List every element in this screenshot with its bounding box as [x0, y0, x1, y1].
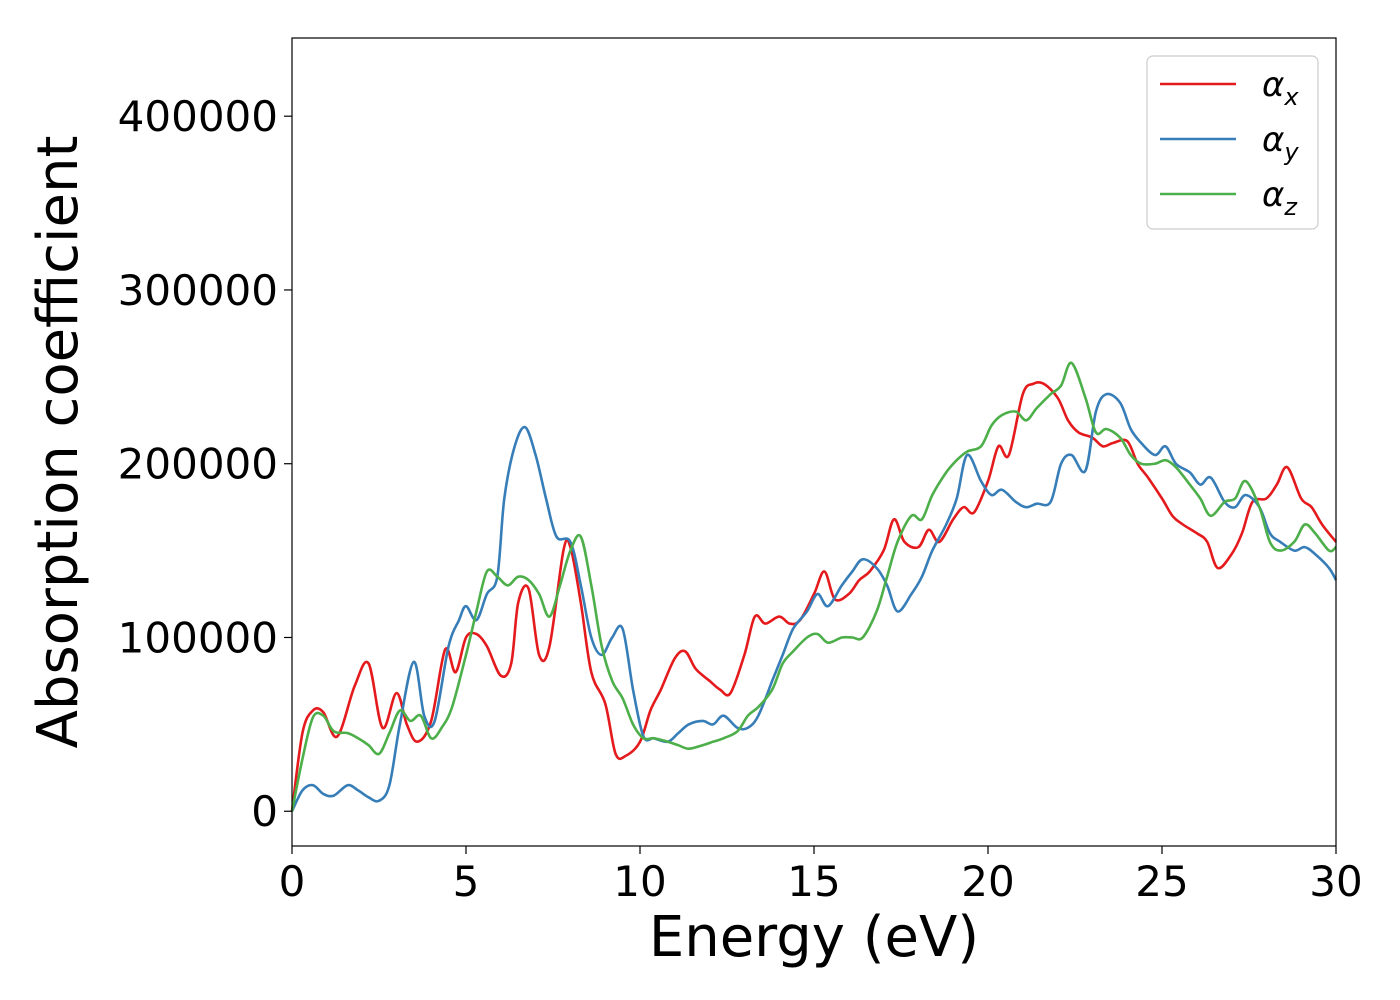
y-axis-label: Absorption coefficient — [26, 136, 91, 749]
series-layer — [290, 361, 1338, 812]
x-tick-label: 20 — [961, 857, 1014, 906]
y-tick-label: 300000 — [118, 266, 278, 315]
y-tick-label: 400000 — [118, 92, 278, 141]
x-tick-label: 5 — [453, 857, 480, 906]
legend-subscript: x — [1283, 83, 1299, 111]
x-tick-label: 30 — [1309, 857, 1362, 906]
legend-label-z: αz — [1262, 175, 1298, 221]
series-line-x — [290, 381, 1338, 812]
series-line-y — [290, 392, 1338, 812]
y-tick-label: 200000 — [118, 440, 278, 489]
x-tick-label: 0 — [279, 857, 306, 906]
x-axis: 0 5 10 15 20 25 30 — [279, 846, 1363, 906]
x-tick-label: 10 — [613, 857, 666, 906]
y-axis: 0 100000 200000 300000 400000 — [118, 92, 292, 836]
y-tick-label: 0 — [251, 787, 278, 836]
legend-box — [1146, 55, 1319, 230]
legend-subscript: y — [1283, 138, 1299, 166]
legend-subscript: z — [1283, 193, 1298, 221]
y-tick-label: 100000 — [118, 613, 278, 662]
x-tick-label: 25 — [1135, 857, 1188, 906]
x-tick-label: 15 — [787, 857, 840, 906]
x-axis-label: Energy (eV) — [649, 905, 979, 970]
series-line-z — [290, 361, 1337, 812]
